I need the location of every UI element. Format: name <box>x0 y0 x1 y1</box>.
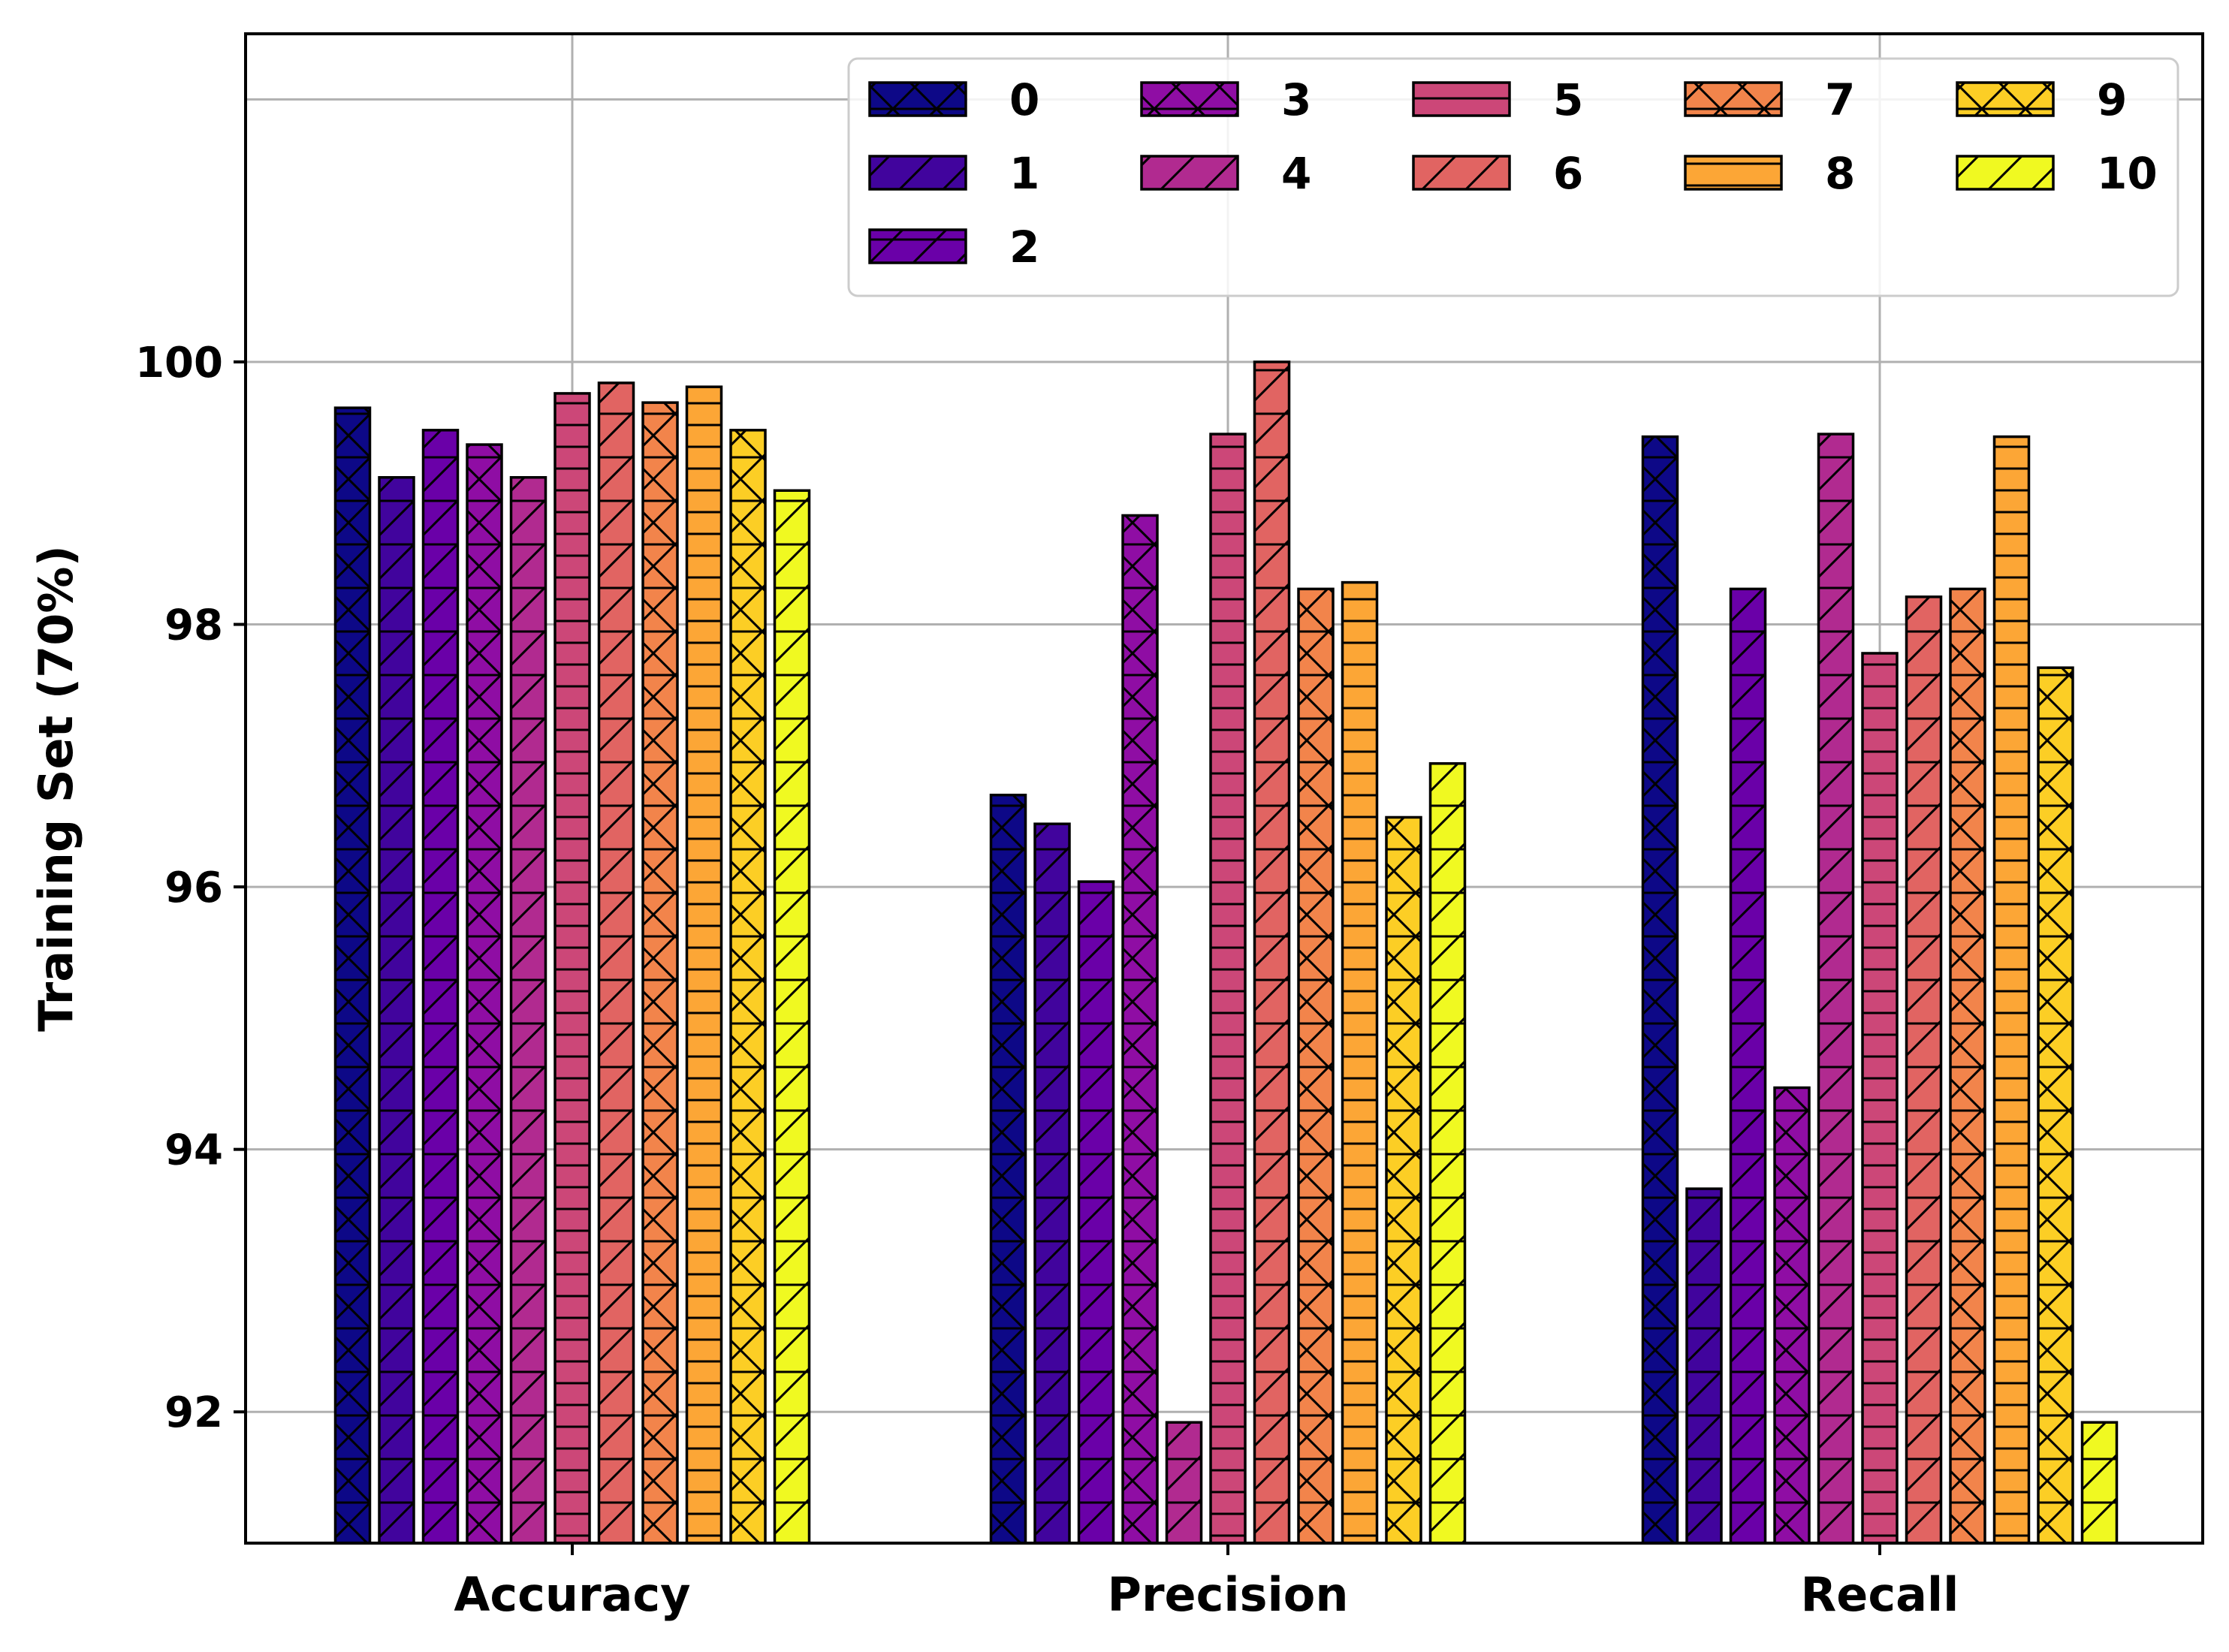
bar-precision-6 <box>1253 360 1291 1545</box>
legend-box <box>847 57 2179 297</box>
bar-recall-4 <box>1817 433 1855 1545</box>
legend-item-6: 6 <box>1412 148 1583 199</box>
bar-recall-0 <box>1641 435 1679 1545</box>
legend-label: 8 <box>1825 148 1855 199</box>
bar-accuracy-8 <box>685 385 723 1545</box>
bar-recall-7 <box>1949 587 1986 1545</box>
y-tick-label: 92 <box>164 1388 223 1437</box>
bar-accuracy-6 <box>597 381 635 1545</box>
y-tick-label: 100 <box>135 339 223 387</box>
bar-precision-10 <box>1428 762 1467 1545</box>
legend-label: 4 <box>1281 148 1311 199</box>
legend-label: 1 <box>1009 148 1039 199</box>
bar-precision-9 <box>1385 815 1422 1545</box>
bar-accuracy-7 <box>641 401 679 1545</box>
bar-accuracy-4 <box>509 476 547 1545</box>
y-tick-label: 96 <box>164 864 223 912</box>
bar-precision-7 <box>1297 587 1335 1545</box>
bar-group-precision <box>989 360 1467 1545</box>
legend-item-2: 2 <box>868 222 1039 273</box>
legend-item-0: 0 <box>868 74 1039 125</box>
bar-recall-6 <box>1905 595 1943 1545</box>
bar-accuracy-3 <box>466 443 503 1545</box>
bar-precision-3 <box>1121 514 1159 1545</box>
legend-swatch <box>1684 155 1783 191</box>
bar-group-accuracy <box>333 381 811 1545</box>
legend-swatch <box>1412 155 1511 191</box>
legend-label: 0 <box>1009 74 1039 125</box>
bar-precision-1 <box>1033 822 1071 1545</box>
bar-accuracy-2 <box>421 429 460 1545</box>
x-category-label: Precision <box>1108 1567 1349 1622</box>
y-tick-label: 94 <box>164 1126 223 1175</box>
legend-label: 7 <box>1825 74 1855 125</box>
bar-recall-5 <box>1861 652 1899 1545</box>
legend-item-1: 1 <box>868 148 1039 199</box>
y-tick-label: 98 <box>164 601 223 650</box>
bar-precision-0 <box>989 793 1027 1545</box>
legend-swatch <box>1140 155 1239 191</box>
legend-swatch <box>868 155 967 191</box>
legend-swatch <box>1140 81 1239 117</box>
legend-swatch <box>1956 81 2055 117</box>
bar-accuracy-0 <box>333 406 372 1545</box>
legend-item-4: 4 <box>1140 148 1311 199</box>
legend-item-7: 7 <box>1684 74 1855 125</box>
bar-precision-5 <box>1209 433 1247 1545</box>
legend-label: 5 <box>1553 74 1583 125</box>
bar-recall-3 <box>1773 1086 1811 1545</box>
bar-recall-2 <box>1729 587 1767 1545</box>
plot-frame <box>244 32 2204 1545</box>
bar-accuracy-9 <box>729 429 767 1545</box>
x-category-label: Accuracy <box>454 1567 690 1622</box>
legend-label: 3 <box>1281 74 1311 125</box>
legend-label: 9 <box>2097 74 2127 125</box>
legend-item-9: 9 <box>1956 74 2127 125</box>
bar-recall-1 <box>1685 1187 1723 1545</box>
legend-swatch <box>868 228 967 264</box>
bar-group-recall <box>1641 433 2119 1545</box>
legend-item-10: 10 <box>1956 148 2158 199</box>
x-category-label: Recall <box>1801 1567 1959 1622</box>
bar-accuracy-10 <box>773 489 811 1545</box>
bar-precision-4 <box>1165 1421 1203 1545</box>
bar-groups <box>333 360 2119 1545</box>
legend-label: 10 <box>2097 148 2158 199</box>
legend-item-8: 8 <box>1684 148 1855 199</box>
bar-accuracy-5 <box>553 392 591 1545</box>
legend: 0 1 2 3 4 5 6 7 8 9 10 <box>847 57 2179 297</box>
legend-swatch <box>1412 81 1511 117</box>
bar-precision-8 <box>1341 580 1379 1545</box>
legend-swatch <box>1684 81 1783 117</box>
bar-recall-8 <box>1992 435 2031 1545</box>
bar-accuracy-1 <box>378 476 415 1545</box>
legend-label: 6 <box>1553 148 1583 199</box>
bar-precision-2 <box>1077 880 1115 1545</box>
legend-item-5: 5 <box>1412 74 1583 125</box>
y-axis-title: Training Set (70%) <box>29 545 83 1032</box>
legend-label: 2 <box>1009 222 1039 273</box>
bar-recall-9 <box>2037 666 2074 1545</box>
legend-item-3: 3 <box>1140 74 1311 125</box>
bar-recall-10 <box>2080 1421 2119 1545</box>
legend-swatch <box>1956 155 2055 191</box>
legend-swatch <box>868 81 967 117</box>
